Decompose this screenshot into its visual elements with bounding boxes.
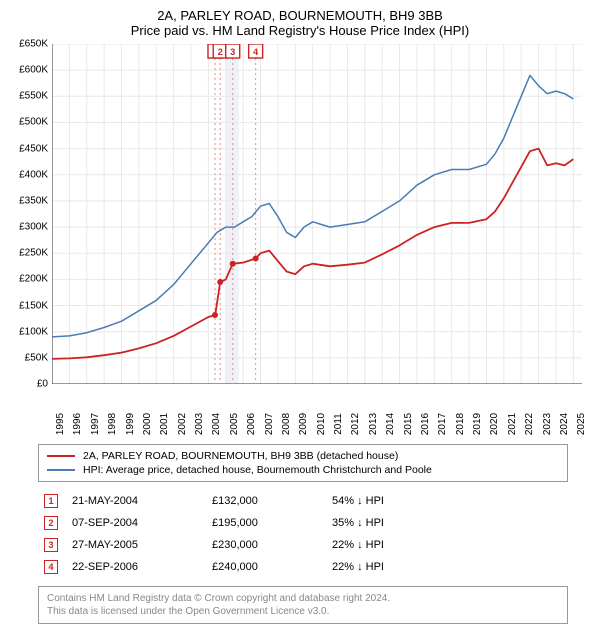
y-tick-label: £100K — [19, 326, 48, 337]
x-tick-label: 2010 — [316, 413, 327, 435]
footer-attribution: Contains HM Land Registry data © Crown c… — [38, 586, 568, 624]
x-tick-label: 2014 — [385, 413, 396, 435]
x-tick-label: 2005 — [229, 413, 240, 435]
svg-text:4: 4 — [253, 47, 258, 57]
x-tick-label: 2013 — [368, 413, 379, 435]
x-tick-label: 2021 — [507, 413, 518, 435]
svg-text:3: 3 — [230, 47, 235, 57]
svg-text:2: 2 — [218, 47, 223, 57]
sale-price: £230,000 — [206, 534, 326, 556]
y-tick-label: £500K — [19, 117, 48, 128]
line-chart: 1234 — [52, 44, 582, 384]
y-tick-label: £50K — [25, 352, 48, 363]
x-tick-label: 2002 — [177, 413, 188, 435]
legend-label: 2A, PARLEY ROAD, BOURNEMOUTH, BH9 3BB (d… — [83, 450, 398, 462]
legend-item: HPI: Average price, detached house, Bour… — [47, 463, 559, 477]
x-tick-label: 2007 — [264, 413, 275, 435]
x-tick-label: 2023 — [542, 413, 553, 435]
x-tick-label: 2016 — [420, 413, 431, 435]
x-tick-label: 2025 — [576, 413, 587, 435]
sale-date: 07-SEP-2004 — [66, 512, 206, 534]
y-tick-label: £150K — [19, 300, 48, 311]
x-tick-label: 1996 — [72, 413, 83, 435]
sale-marker-box: 3 — [44, 538, 58, 552]
sale-price: £240,000 — [206, 556, 326, 578]
x-tick-label: 2018 — [455, 413, 466, 435]
sale-vs-hpi: 22% ↓ HPI — [326, 534, 568, 556]
table-row: 1 21-MAY-2004£132,00054% ↓ HPI — [38, 490, 568, 512]
x-tick-label: 2006 — [246, 413, 257, 435]
title-block: 2A, PARLEY ROAD, BOURNEMOUTH, BH9 3BB Pr… — [12, 8, 588, 38]
y-tick-label: £300K — [19, 222, 48, 233]
table-row: 2 07-SEP-2004£195,00035% ↓ HPI — [38, 512, 568, 534]
x-tick-label: 2001 — [159, 413, 170, 435]
y-tick-label: £650K — [19, 39, 48, 50]
sale-marker-box: 4 — [44, 560, 58, 574]
sale-date: 22-SEP-2006 — [66, 556, 206, 578]
chart-container: 2A, PARLEY ROAD, BOURNEMOUTH, BH9 3BB Pr… — [0, 0, 600, 634]
x-tick-label: 2022 — [524, 413, 535, 435]
legend-swatch — [47, 469, 75, 471]
sale-marker-box: 1 — [44, 494, 58, 508]
legend-swatch — [47, 455, 75, 457]
sale-price: £132,000 — [206, 490, 326, 512]
footer-line2: This data is licensed under the Open Gov… — [47, 605, 559, 618]
table-row: 3 27-MAY-2005£230,00022% ↓ HPI — [38, 534, 568, 556]
y-tick-label: £350K — [19, 195, 48, 206]
x-tick-label: 1997 — [90, 413, 101, 435]
legend-item: 2A, PARLEY ROAD, BOURNEMOUTH, BH9 3BB (d… — [47, 449, 559, 463]
x-tick-label: 2004 — [211, 413, 222, 435]
x-tick-label: 1995 — [55, 413, 66, 435]
sales-table: 1 21-MAY-2004£132,00054% ↓ HPI 2 07-SEP-200… — [38, 490, 568, 578]
x-tick-label: 2012 — [350, 413, 361, 435]
sale-date: 27-MAY-2005 — [66, 534, 206, 556]
x-tick-label: 2003 — [194, 413, 205, 435]
legend-label: HPI: Average price, detached house, Bour… — [83, 464, 432, 476]
x-tick-label: 2017 — [437, 413, 448, 435]
y-tick-label: £550K — [19, 91, 48, 102]
legend: 2A, PARLEY ROAD, BOURNEMOUTH, BH9 3BB (d… — [38, 444, 568, 482]
sale-vs-hpi: 35% ↓ HPI — [326, 512, 568, 534]
x-tick-label: 1998 — [107, 413, 118, 435]
sale-marker-box: 2 — [44, 516, 58, 530]
title-subtitle: Price paid vs. HM Land Registry's House … — [12, 23, 588, 38]
sale-vs-hpi: 22% ↓ HPI — [326, 556, 568, 578]
title-address: 2A, PARLEY ROAD, BOURNEMOUTH, BH9 3BB — [12, 8, 588, 23]
x-tick-label: 2008 — [281, 413, 292, 435]
x-tick-label: 2000 — [142, 413, 153, 435]
y-tick-label: £600K — [19, 65, 48, 76]
chart-area: £0£50K£100K£150K£200K£250K£300K£350K£400… — [52, 44, 588, 394]
x-tick-label: 2015 — [403, 413, 414, 435]
sale-date: 21-MAY-2004 — [66, 490, 206, 512]
y-tick-label: £200K — [19, 274, 48, 285]
x-tick-label: 2024 — [559, 413, 570, 435]
x-tick-label: 2019 — [472, 413, 483, 435]
y-tick-label: £0 — [37, 379, 48, 390]
footer-line1: Contains HM Land Registry data © Crown c… — [47, 592, 559, 605]
x-tick-label: 2011 — [333, 413, 344, 435]
y-axis-labels: £0 £50K £100K £150K £200K £250K £300K £350K £400… — [10, 44, 50, 394]
x-axis-labels: 1995 1996 1997 1998 1999 2000 2001 2002 2003 2004… — [52, 394, 588, 432]
y-tick-label: £400K — [19, 169, 48, 180]
y-tick-label: £450K — [19, 143, 48, 154]
sale-price: £195,000 — [206, 512, 326, 534]
x-tick-label: 1999 — [125, 413, 136, 435]
x-tick-label: 2009 — [298, 413, 309, 435]
sale-vs-hpi: 54% ↓ HPI — [326, 490, 568, 512]
table-row: 4 22-SEP-2006£240,00022% ↓ HPI — [38, 556, 568, 578]
x-tick-label: 2020 — [489, 413, 500, 435]
y-tick-label: £250K — [19, 248, 48, 259]
